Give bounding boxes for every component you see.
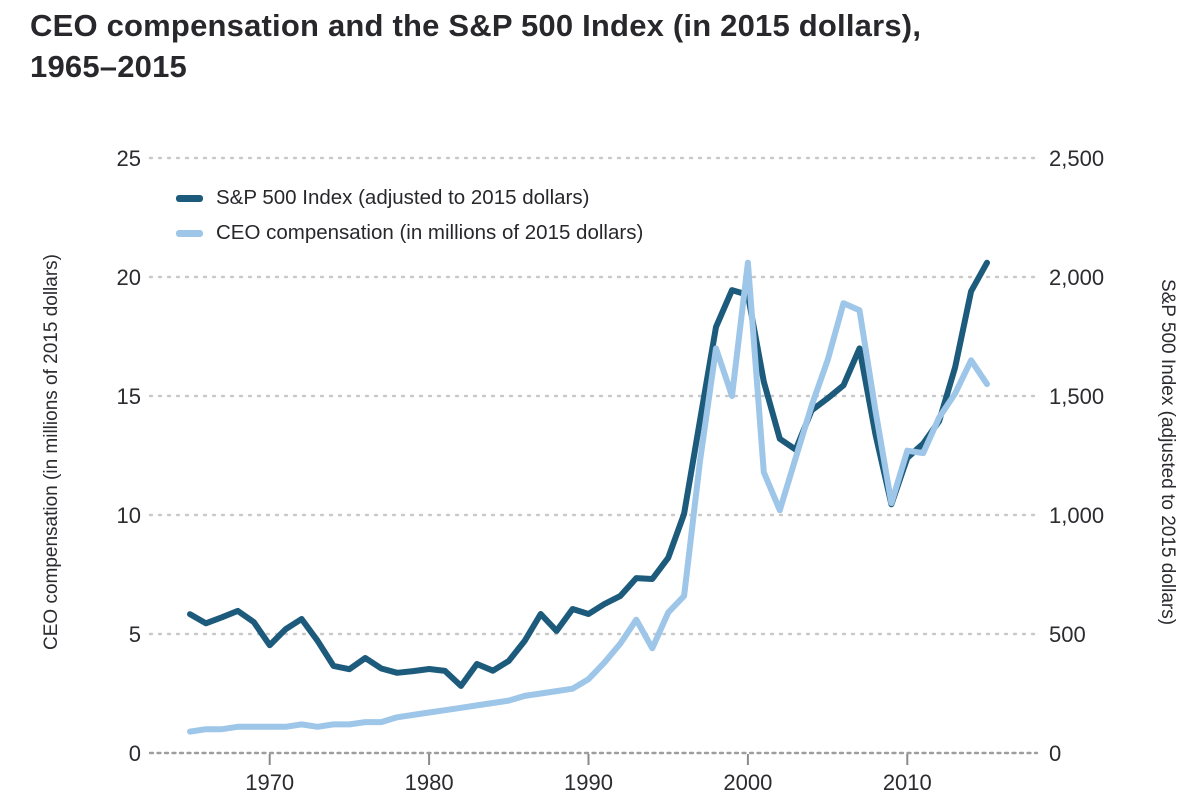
left-axis-tick-label: 25 (117, 146, 141, 171)
ceo-line-swatch (176, 229, 203, 237)
x-axis-tick-label: 2010 (883, 770, 932, 795)
right-axis-tick-label: 1,000 (1049, 503, 1104, 528)
left-axis-tick-label: 0 (129, 741, 141, 766)
right-axis-tick-label: 0 (1049, 741, 1061, 766)
chart-title-line1: CEO compensation and the S&P 500 Index (… (30, 8, 922, 43)
x-axis-tick-label: 1980 (405, 770, 454, 795)
left-axis-tick-label: 15 (117, 384, 141, 409)
ceo-compensation-line (187, 259, 990, 735)
left-axis-tick-label: 20 (117, 265, 141, 290)
right-axis-title: S&P 500 Index (adjusted to 2015 dollars) (1157, 278, 1178, 626)
legend-item-sp500: S&P 500 Index (adjusted to 2015 dollars) (176, 186, 643, 210)
x-axis-tick-label: 1970 (245, 770, 294, 795)
x-axis-tick-label: 1990 (564, 770, 613, 795)
chart-title: CEO compensation and the S&P 500 Index (… (30, 6, 1190, 88)
right-axis-tick-label: 2,500 (1049, 146, 1104, 171)
right-axis-tick-label: 1,500 (1049, 384, 1104, 409)
sp500-line (187, 259, 990, 689)
legend-item-ceo: CEO compensation (in millions of 2015 do… (176, 221, 643, 245)
x-axis-tick-label: 2000 (723, 770, 772, 795)
right-axis-tick-label: 2,000 (1049, 265, 1104, 290)
legend: S&P 500 Index (adjusted to 2015 dollars)… (176, 186, 643, 256)
left-axis-tick-label: 5 (129, 622, 141, 647)
legend-label-ceo: CEO compensation (in millions of 2015 do… (216, 221, 644, 244)
legend-label-sp500: S&P 500 Index (adjusted to 2015 dollars) (216, 186, 590, 209)
left-axis-title: CEO compensation (in millions of 2015 do… (41, 253, 62, 651)
left-axis-tick-label: 10 (117, 503, 141, 528)
sp500-line-swatch (176, 194, 203, 202)
right-axis-tick-label: 500 (1049, 622, 1086, 647)
chart-title-line2: 1965–2015 (30, 48, 187, 84)
